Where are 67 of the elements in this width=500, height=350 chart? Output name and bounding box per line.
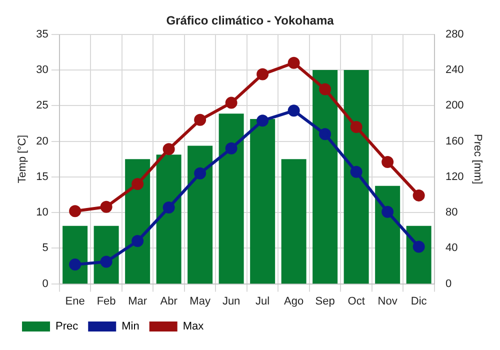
x-tick-label: Abr	[160, 295, 178, 308]
x-tick-label: Sep	[315, 295, 335, 308]
y2-tick-label: 160	[445, 135, 464, 148]
point	[350, 166, 362, 178]
point	[162, 143, 175, 156]
x-tick-label: Mar	[128, 295, 148, 308]
point	[412, 240, 425, 253]
y-axis-title: Temp [°C]	[16, 134, 29, 184]
bar	[156, 154, 182, 284]
y-tick-label: 10	[36, 206, 48, 219]
point	[382, 206, 394, 218]
point	[412, 189, 425, 202]
point	[256, 68, 269, 80]
y-tick-label: 35	[36, 28, 48, 40]
y2-tick-label: 40	[445, 242, 458, 254]
point	[319, 128, 332, 140]
bar	[344, 70, 369, 284]
point	[288, 104, 300, 117]
bar	[218, 114, 244, 284]
y-tick-label: 15	[36, 170, 48, 183]
bar	[281, 159, 306, 284]
point	[256, 114, 269, 127]
y-tick-label: 5	[42, 242, 48, 254]
y2-tick-label: 80	[445, 206, 458, 219]
bar	[312, 70, 338, 284]
point	[319, 83, 332, 96]
y2-tick-label: 240	[445, 64, 464, 76]
chart-title: Gráfico climático - Yokohama	[166, 14, 334, 28]
x-tick-label: May	[190, 295, 211, 308]
point	[132, 235, 144, 248]
x-tick-label: Ene	[65, 295, 85, 308]
point	[132, 178, 144, 190]
x-tick-label: Nov	[378, 295, 398, 308]
y2-tick-label: 0	[445, 278, 452, 290]
point	[288, 56, 300, 69]
y-tick-label: 25	[36, 100, 48, 112]
y2-tick-label: 120	[445, 170, 464, 183]
bar	[375, 186, 400, 284]
bar	[250, 119, 276, 284]
x-tick-label: Oct	[348, 295, 365, 308]
point	[69, 205, 82, 218]
bar	[188, 146, 213, 284]
y-tick-label: 20	[36, 135, 48, 148]
point	[225, 96, 238, 109]
y-tick-label: 0	[42, 278, 48, 290]
point	[69, 258, 82, 271]
y-tick-label: 30	[36, 64, 48, 76]
x-tick-label: Dic	[410, 295, 428, 308]
point	[162, 202, 175, 214]
y2-tick-label: 280	[445, 28, 464, 40]
point	[350, 121, 362, 134]
y2-axis-title: Prec [mm]	[471, 134, 484, 184]
point	[382, 156, 394, 168]
x-tick-label: Jul	[256, 295, 270, 308]
point	[100, 200, 112, 213]
legend-label: Max	[182, 320, 204, 333]
point	[100, 256, 112, 268]
x-tick-label: Jun	[222, 295, 240, 308]
point	[194, 114, 206, 126]
x-tick-label: Ago	[284, 295, 304, 308]
bar	[62, 226, 88, 284]
point	[194, 167, 206, 180]
legend-label: Min	[122, 320, 140, 333]
legend-label: Prec	[56, 320, 79, 333]
point	[225, 142, 238, 154]
y2-tick-label: 200	[445, 100, 464, 112]
x-tick-label: Feb	[96, 295, 116, 308]
